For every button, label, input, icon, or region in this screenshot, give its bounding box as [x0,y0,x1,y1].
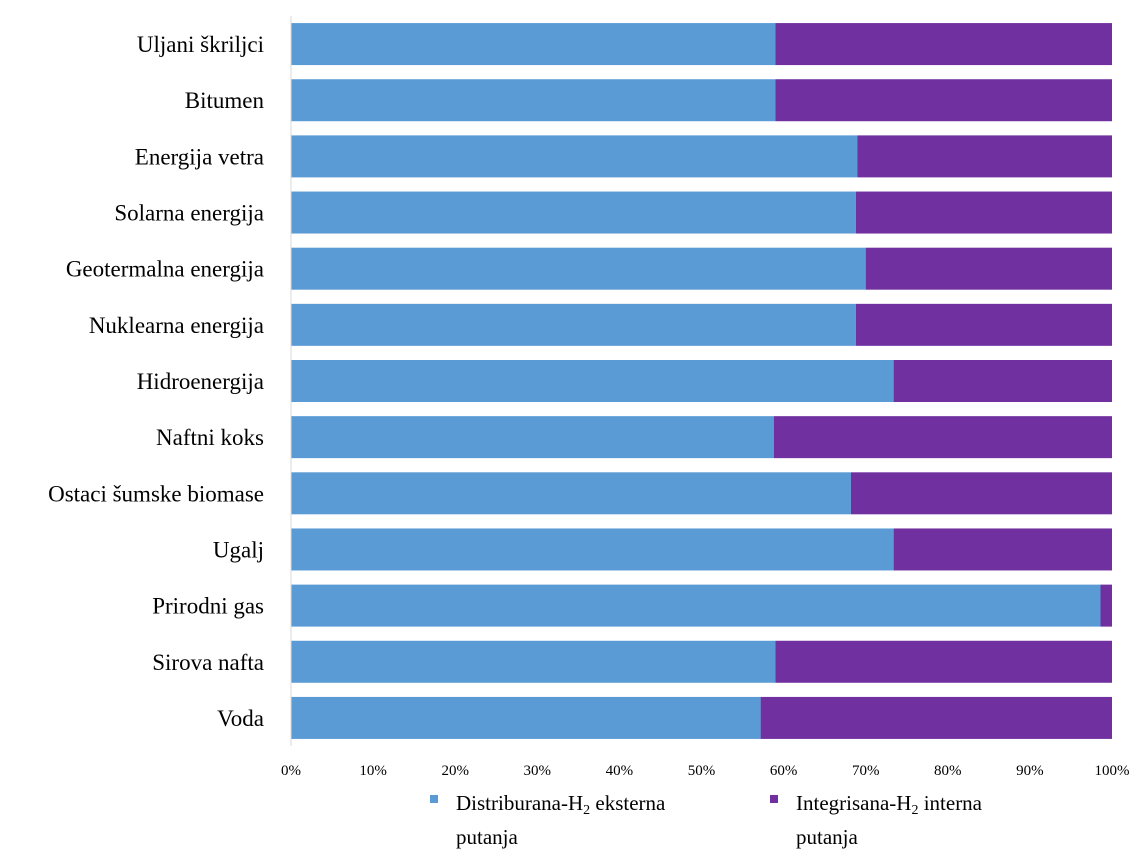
category-label: Ostaci šumske biomase [48,481,264,506]
bar-segment-integrisana [893,360,1112,402]
bar-segment-distriburana [291,584,1101,627]
x-tick-label: 70% [852,763,880,779]
legend-label-integrisana: Integrisana-H2 interna putanja [796,791,983,849]
category-label: Geotermalna energija [66,257,264,282]
bar-segment-distriburana [291,247,866,290]
bar-segment-distriburana [291,79,776,122]
category-label: Uljani škriljci [137,32,264,57]
x-tick-label: 60% [770,763,798,779]
category-label: Naftni koks [156,425,264,450]
category-label: Energija vetra [135,144,264,169]
bar-segment-integrisana [857,135,1112,178]
bar-segment-integrisana [893,528,1112,571]
bar-segment-integrisana [855,303,1112,346]
x-tick-label: 50% [688,763,716,779]
bars-layer [291,23,1112,739]
bar-segment-integrisana [775,23,1112,66]
category-label: Ugalj [213,537,264,562]
bar-segment-distriburana [291,416,774,459]
bar-segment-integrisana [865,247,1112,290]
bar-segment-distriburana [291,191,856,234]
x-tick-label: 10% [359,763,387,779]
category-label: Sirova nafta [152,650,264,675]
bar-segment-distriburana [291,135,858,178]
x-tick-label: 80% [934,763,962,779]
category-label: Nuklearna energija [89,313,264,338]
x-tick-label: 90% [1016,763,1044,779]
legend-swatch-integrisana [770,795,778,803]
bar-segment-integrisana [760,696,1112,739]
x-tick-label: 20% [441,763,469,779]
bar-segment-integrisana [850,472,1112,515]
x-tick-label: 30% [524,763,552,779]
x-tick-label: 0% [281,763,301,779]
bar-segment-integrisana [1100,584,1112,627]
category-label: Hidroenergija [137,369,264,394]
bar-segment-distriburana [291,303,856,346]
bar-segment-integrisana [855,191,1112,234]
x-tick-label: 40% [606,763,634,779]
bar-segment-integrisana [775,79,1112,122]
category-label: Voda [217,706,264,731]
bar-segment-distriburana [291,23,776,66]
category-label: Solarna energija [114,201,264,226]
bar-segment-distriburana [291,696,761,739]
legend-swatch-distriburana [430,795,438,803]
bar-segment-distriburana [291,472,851,515]
category-label: Prirodni gas [152,594,264,619]
bar-segment-integrisana [773,416,1112,459]
bar-segment-distriburana [291,360,894,402]
bar-segment-distriburana [291,528,894,571]
category-labels: Uljani škriljci Bitumen Energija vetra Sola… [48,32,264,731]
category-label: Bitumen [185,88,265,113]
x-tick-label: 100% [1095,763,1130,779]
bar-segment-distriburana [291,640,776,683]
x-tick-labels: 0% 10% 20% 30% 40% 50% 60% 70% 80% 90% 100% [281,763,1130,779]
bar-segment-integrisana [775,640,1112,683]
legend-label-distriburana: Distriburana-H2 eksterna putanja [456,791,666,849]
